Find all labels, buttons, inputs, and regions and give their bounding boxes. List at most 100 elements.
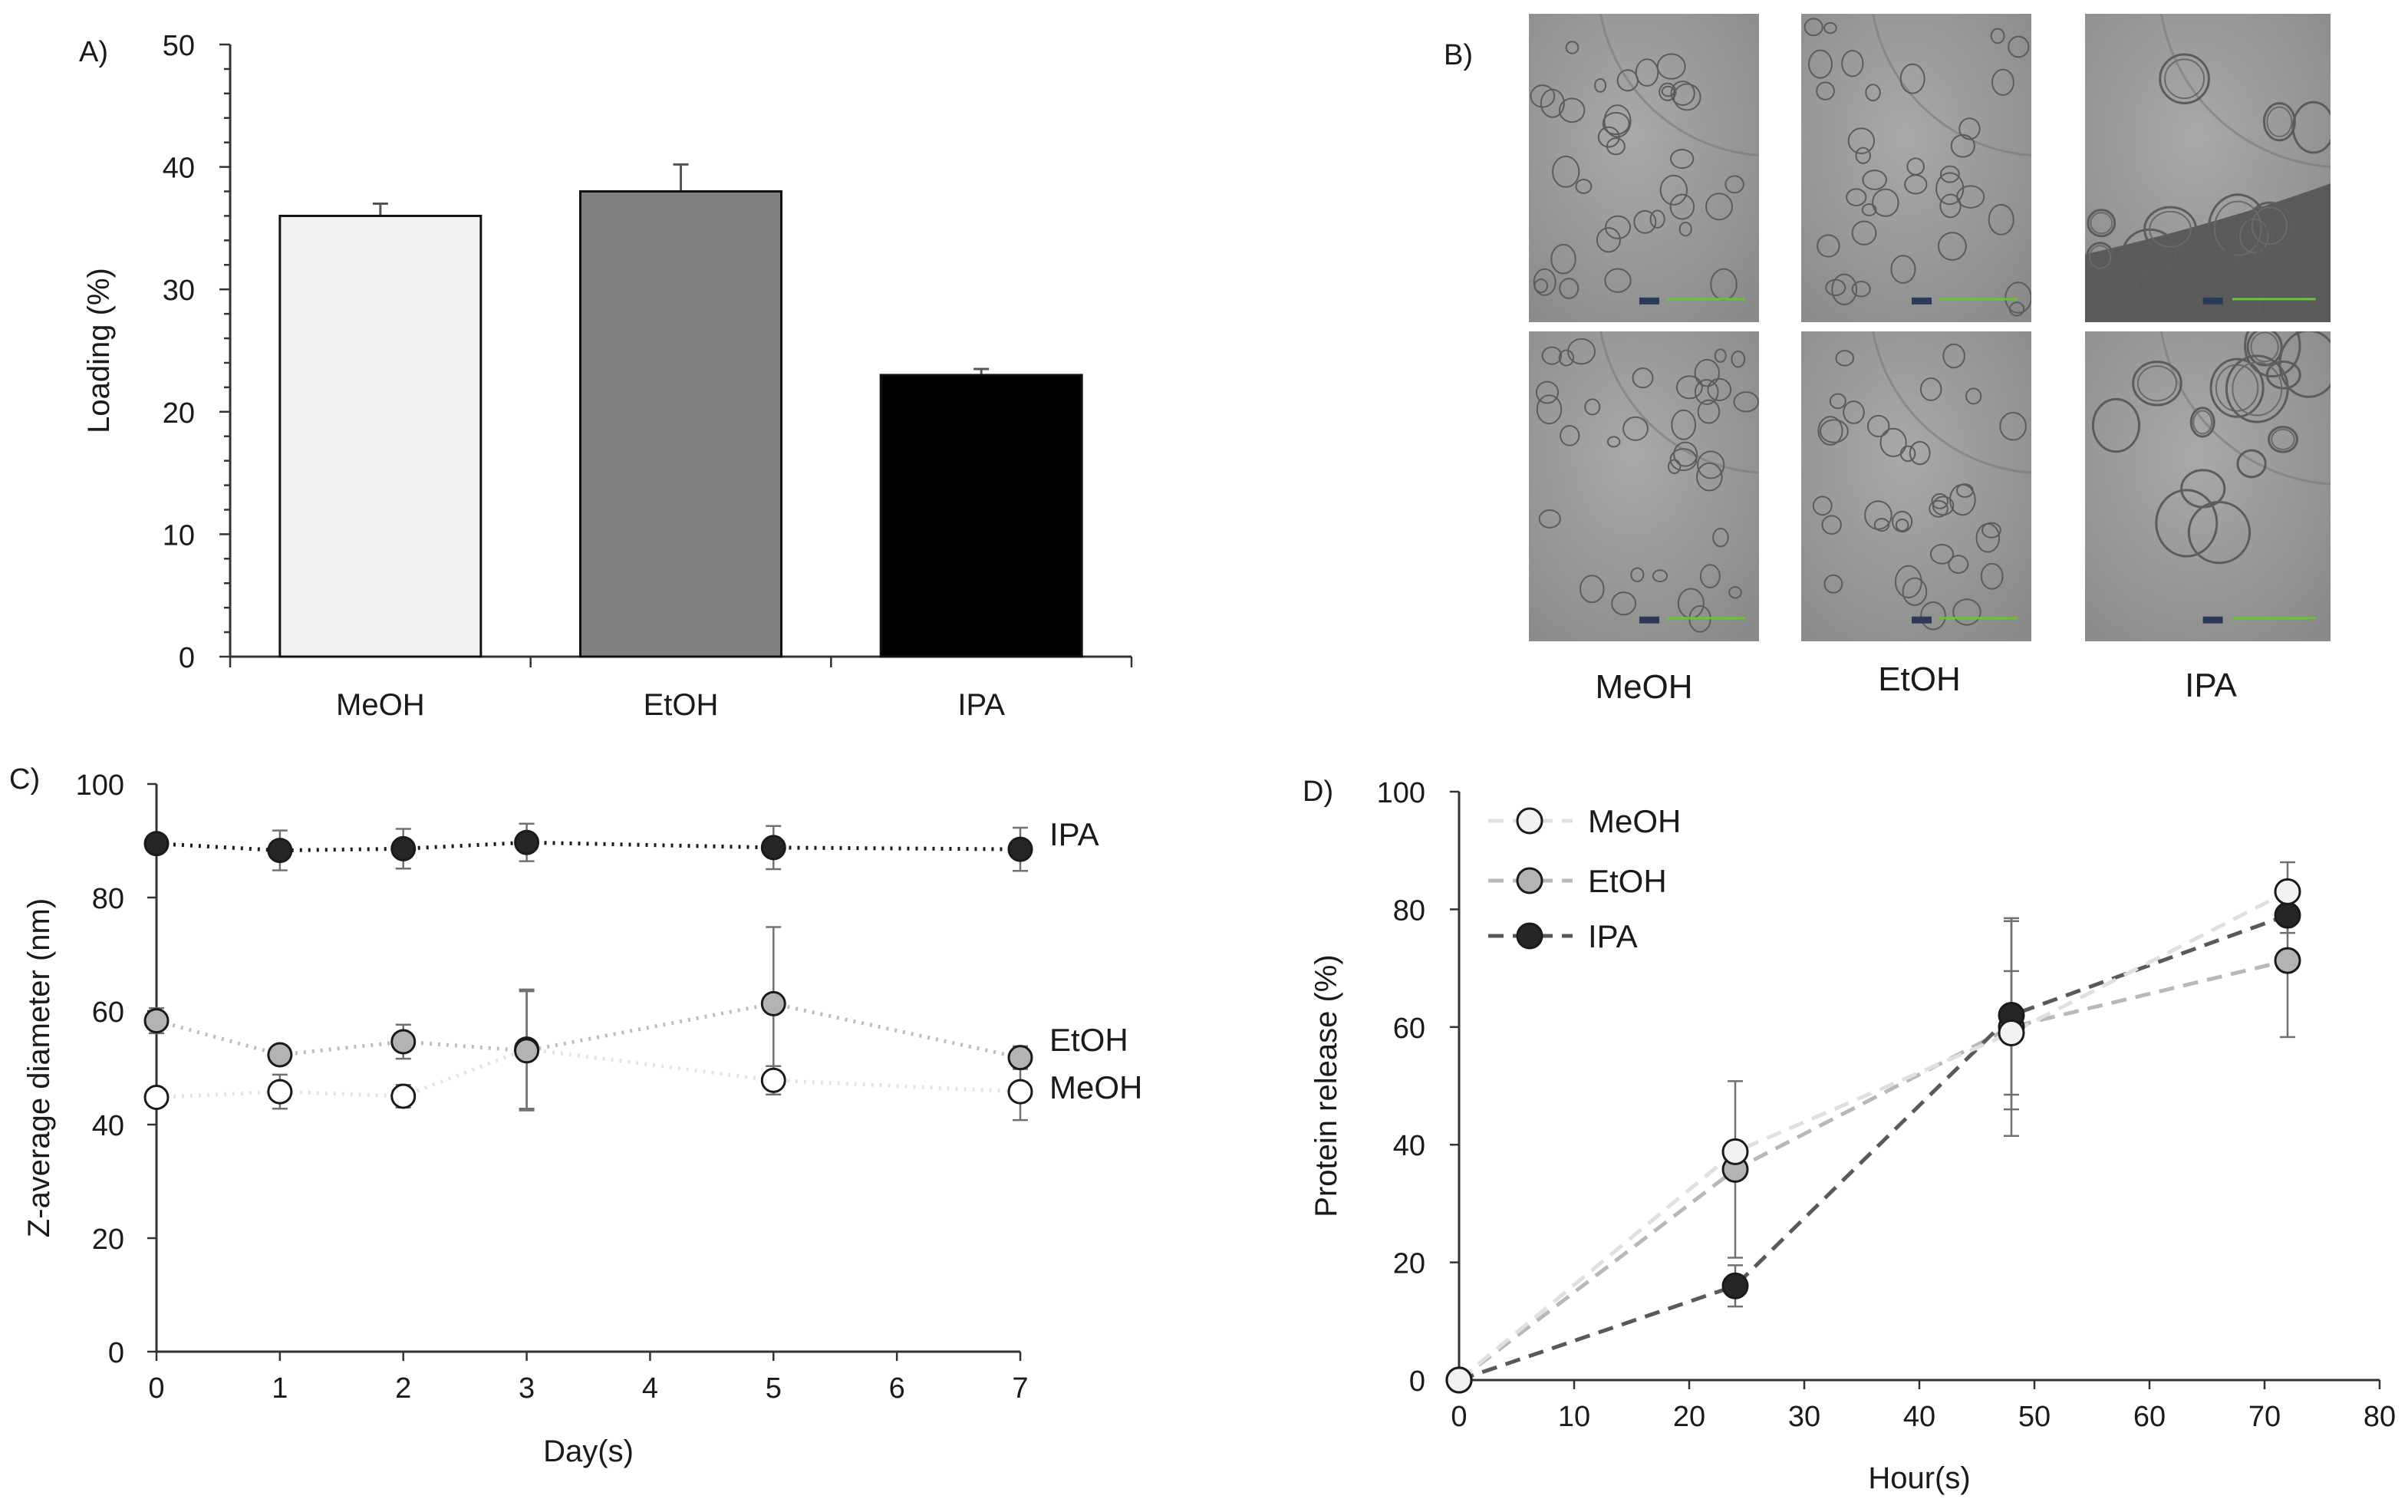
vesicle — [1892, 510, 1913, 533]
scale-bar-label — [1912, 297, 1932, 305]
panel-c-label: C) — [9, 763, 40, 796]
scale-bar-label — [1639, 616, 1659, 624]
data-point-etoh — [2274, 947, 2301, 974]
vesicle — [1861, 203, 1877, 216]
micrograph-label-meoh: MeOH — [1595, 668, 1692, 706]
vesicle — [1633, 209, 1657, 234]
vesicle-inner — [2149, 210, 2192, 248]
vesicle — [1552, 155, 1580, 188]
y-tick-label: 80 — [92, 883, 124, 915]
tile-background — [2085, 331, 2331, 641]
vesicle — [1981, 522, 2001, 539]
scale-bar-label — [1912, 616, 1932, 624]
panel-b-label: B) — [1444, 39, 1473, 71]
data-point-ipa — [1721, 1272, 1749, 1300]
vesicle — [1919, 377, 1942, 401]
vesicle — [1567, 338, 1596, 365]
y-tick-label: 100 — [1377, 777, 1425, 809]
vesicle — [1731, 350, 1746, 368]
panel-d-label: D) — [1303, 776, 1333, 808]
y-tick-label: 40 — [1393, 1130, 1425, 1162]
vesicle — [2278, 331, 2331, 398]
bar-ipa — [879, 374, 1083, 658]
tile-background — [1801, 14, 2031, 322]
vesicle — [1841, 49, 1864, 77]
vesicle — [1705, 193, 1733, 221]
vesicle — [1812, 496, 1833, 516]
y-tick-label: 40 — [92, 1110, 124, 1142]
vesicle — [1603, 104, 1632, 138]
y-tick-label: 0 — [1409, 1365, 1425, 1398]
data-point-ipa — [2274, 901, 2301, 929]
vesicle — [1823, 21, 1837, 35]
vesicle — [1597, 126, 1620, 148]
x-tick-label: 7 — [1012, 1372, 1028, 1405]
vesicle — [1895, 518, 1909, 532]
vesicle — [1999, 411, 2027, 441]
x-tick-label: 4 — [642, 1372, 658, 1405]
vesicle — [1948, 555, 1969, 574]
vesicle — [1939, 165, 1960, 183]
vesicle — [1847, 127, 1876, 154]
series-line-etoh — [1458, 958, 2288, 1382]
vesicle — [1671, 409, 1697, 440]
vesicle — [2209, 357, 2265, 418]
series-line-ipa — [1458, 913, 2288, 1382]
legend-marker-meoh — [1516, 807, 1543, 835]
vesicle — [1855, 147, 1871, 164]
vesicle-inner — [2192, 410, 2213, 435]
vesicle — [1669, 193, 1695, 220]
micrograph-tile — [1529, 14, 1759, 322]
vesicle — [1538, 509, 1561, 529]
vesicle — [1594, 77, 1607, 93]
x-tick-label: 70 — [2248, 1401, 2281, 1433]
data-point-meoh — [2274, 878, 2301, 905]
vesicle — [1596, 227, 1621, 253]
data-point-meoh — [760, 1067, 786, 1093]
data-point-etoh — [267, 1042, 293, 1068]
y-tick-label: 40 — [163, 153, 195, 185]
vesicle — [2132, 361, 2182, 407]
series-line-etoh — [156, 1001, 1021, 1060]
vesicle — [1632, 367, 1654, 389]
series-line-meoh — [1458, 890, 2289, 1382]
y-axis-label: Protein release (%) — [1309, 954, 1343, 1217]
vesicle-inner — [2164, 58, 2205, 100]
vesicle — [2091, 397, 2141, 453]
vesicle — [1902, 577, 1928, 606]
vesicle — [1873, 518, 1890, 532]
vesicle — [1862, 170, 1887, 190]
vesicle — [1808, 49, 1833, 79]
vesicle — [1835, 350, 1855, 367]
vesicle — [2155, 489, 2219, 558]
panel-c-line-chart: C) 0 20 40 60 80 100 0 1 2 3 4 5 6 7 Day(s) Z-average d… — [9, 763, 1142, 1468]
vesicle — [2268, 426, 2298, 453]
vesicle — [2225, 354, 2289, 423]
vesicle — [1541, 346, 1563, 365]
vesicle — [2180, 469, 2226, 509]
vesicle — [2004, 282, 2031, 314]
data-point-etoh — [514, 1038, 540, 1064]
vesicle — [2159, 53, 2210, 104]
y-tick-label: 60 — [1393, 1013, 1425, 1045]
x-tick-label: 0 — [148, 1372, 164, 1405]
carbon-film — [2085, 183, 2331, 322]
vesicle — [1558, 349, 1575, 367]
y-tick-label: 20 — [163, 397, 195, 430]
vesicle-inner — [2271, 428, 2295, 450]
vesicle — [1579, 575, 1605, 604]
vesicle — [1707, 377, 1732, 401]
vesicle — [1667, 459, 1682, 474]
vesicle — [1817, 416, 1843, 446]
legend-label-etoh: EtOH — [1588, 863, 1667, 899]
vesicle — [1728, 586, 1742, 599]
vesicle — [1906, 157, 1925, 176]
vesicle — [2246, 201, 2293, 250]
legend-label-ipa: IPA — [1588, 918, 1638, 954]
x-axis-label: Day(s) — [543, 1435, 634, 1468]
vesicle — [1804, 18, 1823, 37]
vesicle — [1865, 84, 1881, 102]
data-point-ipa — [514, 829, 540, 855]
vesicle-inner — [2232, 361, 2283, 417]
panel-a-label: A) — [79, 36, 108, 68]
